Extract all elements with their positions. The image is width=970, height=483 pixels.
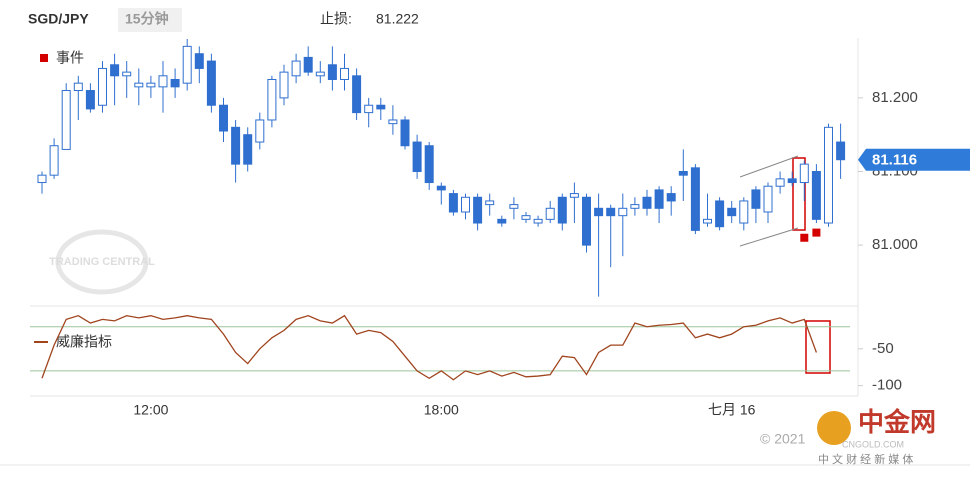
- candle-body: [811, 171, 821, 220]
- y-tick-label: 81.200: [872, 89, 918, 106]
- candle-body: [763, 185, 773, 213]
- candle-body: [654, 189, 664, 209]
- candle-body: [787, 178, 797, 184]
- candle-body: [134, 82, 144, 88]
- candle-body: [49, 145, 59, 176]
- candle-body: [364, 104, 374, 114]
- candle-body: [37, 174, 47, 184]
- indicator-line: [41, 314, 818, 381]
- candle-body: [557, 196, 567, 224]
- candle-body: [690, 167, 700, 231]
- interval-box[interactable]: [118, 8, 182, 32]
- candle-body: [400, 119, 410, 147]
- candle-body: [739, 200, 749, 224]
- interval[interactable]: 15分钟: [125, 11, 169, 27]
- candle-body: [98, 67, 107, 106]
- candle-body: [412, 141, 422, 173]
- candle-body: [485, 200, 495, 206]
- candle-body: [715, 200, 725, 228]
- candle-body: [642, 196, 652, 209]
- site-domain: CNGOLD.COM: [842, 439, 904, 449]
- candle-body: [594, 207, 604, 217]
- candle-body: [376, 104, 386, 110]
- highlight-box: [792, 157, 806, 231]
- candle-body: [775, 178, 785, 187]
- symbol: SGD/JPY: [28, 11, 89, 27]
- candle-body: [533, 218, 543, 224]
- candle-body: [751, 189, 761, 209]
- candle-body: [461, 196, 470, 213]
- candle-body: [352, 75, 362, 114]
- candle-body: [545, 207, 555, 220]
- event-marker: [812, 228, 821, 237]
- x-tick-label: 12:00: [133, 402, 168, 418]
- legend-swatch: [40, 54, 48, 62]
- candle-body: [799, 163, 809, 184]
- candle-body: [85, 90, 95, 110]
- candle-body: [158, 75, 168, 88]
- candle-body: [582, 196, 591, 246]
- logo-icon: [817, 411, 851, 445]
- y-tick-label: 81.000: [872, 236, 918, 253]
- candle-body: [473, 196, 483, 224]
- candle-body: [231, 126, 241, 165]
- candle-body: [267, 78, 277, 121]
- candle-body: [497, 218, 507, 224]
- event-marker: [800, 233, 809, 242]
- x-tick-label: 18:00: [424, 402, 459, 418]
- candle-body: [122, 71, 132, 77]
- candle-body: [146, 82, 156, 88]
- candle-body: [255, 119, 265, 143]
- legend-label: 威廉指标: [56, 334, 112, 350]
- candle-body: [110, 64, 120, 77]
- candle-body: [824, 126, 833, 224]
- candle-body: [388, 119, 398, 125]
- legend-label: 事件: [56, 50, 84, 66]
- candle-body: [509, 204, 519, 209]
- candle-body: [666, 193, 676, 202]
- candle-body: [618, 207, 628, 217]
- stop-label: 止损:: [320, 11, 352, 27]
- candle-body: [170, 78, 180, 88]
- watermark-ring: [55, 229, 149, 295]
- site-name: 中金网: [858, 407, 936, 437]
- candle-body: [327, 64, 337, 80]
- candle-body: [291, 60, 301, 77]
- candle-body: [521, 215, 531, 220]
- candle-body: [606, 207, 616, 217]
- candle-body: [630, 204, 640, 209]
- candle-body: [678, 171, 688, 176]
- candle-body: [315, 71, 325, 77]
- candle-body: [436, 185, 446, 191]
- candle-body: [727, 207, 737, 217]
- price-tag-label: 81.116: [872, 152, 917, 169]
- highlight-box: [805, 320, 831, 374]
- candle-body: [206, 60, 216, 106]
- candle-body: [703, 218, 712, 224]
- pattern-line: [739, 227, 799, 247]
- x-tick-label: 七月 16: [708, 402, 756, 418]
- stop-value: 81.222: [376, 11, 419, 27]
- candle-body: [194, 53, 204, 69]
- candle-body: [73, 82, 83, 92]
- candle-body: [303, 56, 313, 73]
- candle-body: [448, 193, 458, 213]
- candle-body: [182, 45, 192, 84]
- candle-body: [836, 141, 846, 161]
- candle-body: [340, 67, 349, 80]
- candle-body: [61, 90, 71, 150]
- candle-body: [569, 193, 579, 198]
- slogan: 中 文 财 经 新 媒 体: [818, 452, 913, 466]
- price-tag: [858, 148, 970, 171]
- candle-body: [243, 134, 253, 165]
- pattern-line: [739, 155, 799, 178]
- candle-body: [219, 104, 228, 132]
- copyright: © 2021: [760, 431, 806, 447]
- y-tick-label: -100: [872, 377, 902, 394]
- watermark: TRADING CENTRAL: [49, 256, 155, 268]
- y-tick-label: -50: [872, 340, 894, 357]
- candle-body: [279, 71, 289, 99]
- candle-body: [424, 145, 434, 184]
